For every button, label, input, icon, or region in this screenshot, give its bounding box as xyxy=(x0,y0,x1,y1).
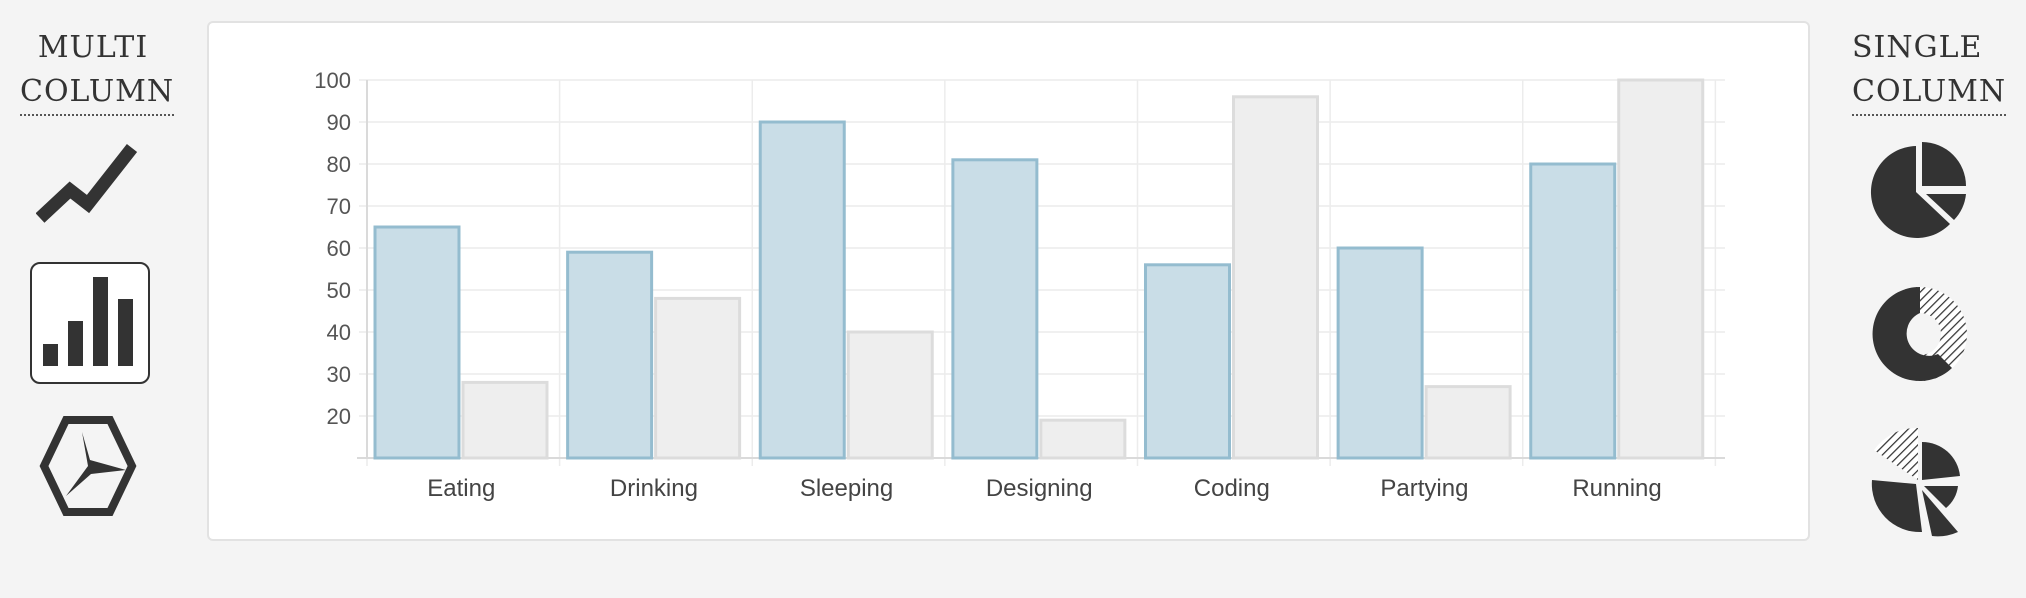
chart-grid xyxy=(359,79,1725,466)
bar-partying-series2 xyxy=(1424,385,1512,460)
single-heading-line2: COLUMN xyxy=(1852,70,2007,116)
y-tick-label: 50 xyxy=(327,278,351,303)
polar-area-chart-icon[interactable] xyxy=(1866,427,1974,538)
x-tick-label: Drinking xyxy=(610,475,698,502)
bar-partying-series1 xyxy=(1336,246,1424,460)
x-tick-label: Designing xyxy=(986,475,1093,502)
bar-coding-series2 xyxy=(1231,95,1319,460)
bar-coding-series1 xyxy=(1143,263,1231,460)
y-tick-label: 80 xyxy=(327,152,351,177)
multi-column-heading: MULTI COLUMN xyxy=(20,26,175,116)
x-tick-label: Partying xyxy=(1380,475,1468,502)
chart-panel: 20 30 40 50 60 70 80 90 100 Eating Drinking Sleepin… xyxy=(207,21,1810,541)
single-heading-line1: SINGLE xyxy=(1852,30,1983,65)
bar-chart-icon[interactable] xyxy=(30,262,150,384)
y-tick-label: 20 xyxy=(327,404,351,429)
bar-designing-series2 xyxy=(1039,418,1127,460)
chart-axes xyxy=(357,80,1725,459)
y-tick-label: 90 xyxy=(327,110,351,135)
pie-chart-icon[interactable] xyxy=(1868,140,1972,240)
bar-sleeping-series2 xyxy=(846,330,934,460)
bar-drinking-series1 xyxy=(566,250,654,460)
single-column-heading: SINGLE COLUMN xyxy=(1852,26,2007,116)
x-tick-label: Eating xyxy=(427,475,495,502)
bar-designing-series1 xyxy=(951,158,1039,460)
bar-running-series1 xyxy=(1529,162,1617,460)
bar-running-series2 xyxy=(1617,78,1705,460)
y-tick-label: 40 xyxy=(327,320,351,345)
multi-heading-line1: MULTI xyxy=(37,30,149,65)
y-tick-label: 30 xyxy=(327,362,351,387)
x-tick-label: Sleeping xyxy=(800,475,893,502)
y-tick-label: 100 xyxy=(314,68,351,93)
chart-labels: 20 30 40 50 60 70 80 90 100 Eating Drinking Sleepin… xyxy=(314,68,1661,502)
x-tick-label: Running xyxy=(1572,475,1661,502)
doughnut-chart-icon[interactable] xyxy=(1868,284,1972,384)
y-tick-label: 60 xyxy=(327,236,351,261)
bar-eating-series2 xyxy=(461,380,549,460)
line-chart-icon[interactable] xyxy=(35,136,142,228)
bar-eating-series1 xyxy=(373,225,461,460)
bar-sleeping-series1 xyxy=(758,120,846,460)
radar-chart-icon[interactable] xyxy=(38,414,138,518)
x-tick-label: Coding xyxy=(1194,475,1270,502)
bar-drinking-series2 xyxy=(654,296,742,460)
y-tick-label: 70 xyxy=(327,194,351,219)
bar-chart: 20 30 40 50 60 70 80 90 100 Eating Drinking Sleepin… xyxy=(314,68,1725,502)
multi-heading-line2: COLUMN xyxy=(20,70,175,116)
chart-bars xyxy=(373,78,1705,460)
